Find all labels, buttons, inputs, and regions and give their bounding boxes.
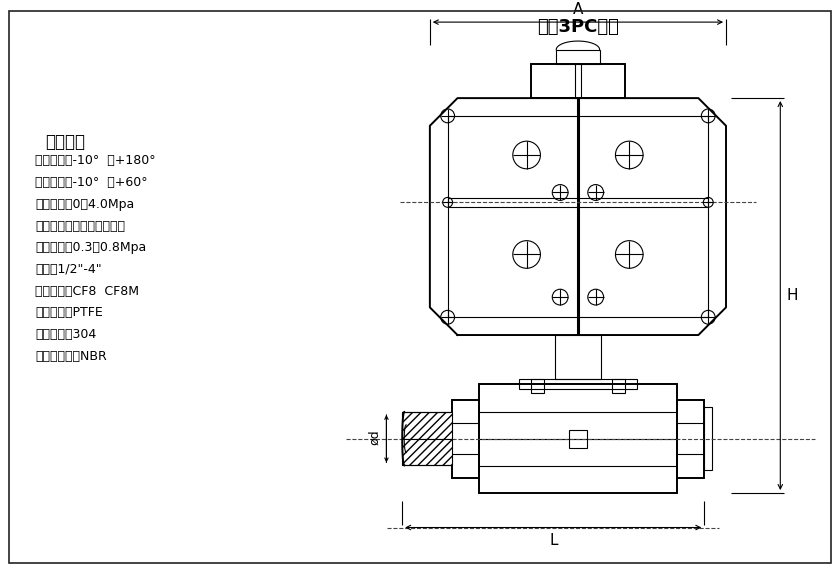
- Bar: [704, 408, 712, 470]
- Text: 控制气体：中性气体，空气: 控制气体：中性气体，空气: [35, 219, 125, 232]
- Text: H: H: [786, 288, 798, 303]
- Text: 技术参数: 技术参数: [45, 133, 85, 151]
- Bar: [519, 379, 638, 390]
- Bar: [531, 64, 625, 98]
- Bar: [448, 116, 708, 318]
- Text: 密封圈材质：NBR: 密封圈材质：NBR: [35, 350, 107, 363]
- Text: 规格：1/2"-4": 规格：1/2"-4": [35, 263, 102, 276]
- Bar: [612, 379, 625, 393]
- Text: 阀座材质：PTFE: 阀座材质：PTFE: [35, 306, 102, 319]
- Text: 气源压力：0.3～0.8Mpa: 气源压力：0.3～0.8Mpa: [35, 241, 146, 254]
- Bar: [402, 439, 452, 466]
- Bar: [402, 412, 452, 439]
- Text: L: L: [549, 534, 558, 548]
- Polygon shape: [430, 98, 726, 335]
- Bar: [569, 430, 587, 447]
- Bar: [531, 379, 544, 393]
- Bar: [555, 335, 601, 379]
- Bar: [556, 50, 600, 64]
- Text: 阀杆材质：304: 阀杆材质：304: [35, 328, 97, 341]
- Bar: [452, 400, 480, 478]
- Text: 介质温度：-10°  ～+180°: 介质温度：-10° ～+180°: [35, 154, 155, 167]
- Bar: [677, 400, 704, 478]
- Text: 气动3PC球阀: 气动3PC球阀: [537, 18, 619, 36]
- Text: 环境温度：-10°  ～+60°: 环境温度：-10° ～+60°: [35, 176, 148, 189]
- Text: 阀体材质：CF8  CF8M: 阀体材质：CF8 CF8M: [35, 285, 139, 298]
- Text: ød: ød: [369, 429, 381, 445]
- Bar: [480, 384, 677, 493]
- Text: A: A: [573, 2, 583, 17]
- Text: 公称压力：0～4.0Mpa: 公称压力：0～4.0Mpa: [35, 198, 134, 211]
